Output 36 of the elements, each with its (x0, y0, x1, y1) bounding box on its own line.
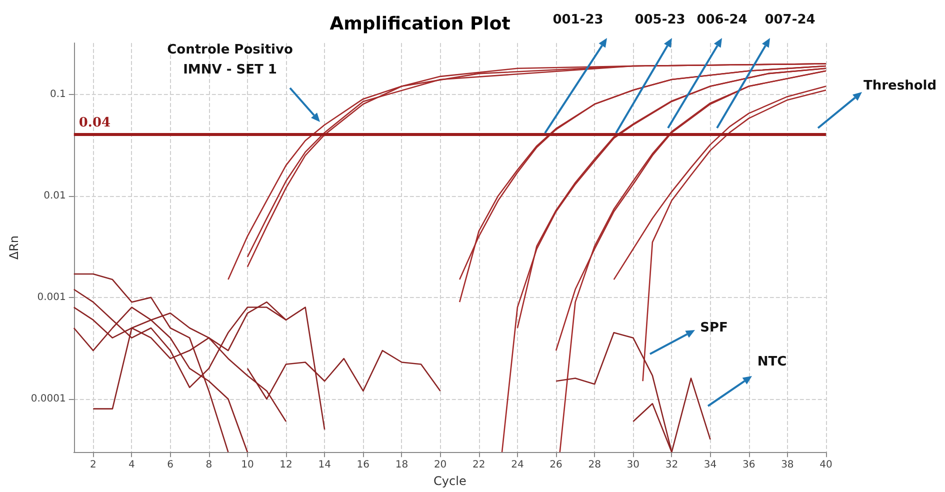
x-tick-label: 2 (90, 460, 96, 471)
x-tick-label: 4 (128, 460, 135, 471)
x-tick-label: 10 (241, 460, 254, 471)
text: 006-24 (696, 12, 748, 28)
x-tick-label: 24 (511, 460, 524, 471)
annotation: NTC (757, 354, 787, 370)
x-tick-label: 30 (626, 460, 640, 471)
x-tick-label: 6 (167, 460, 174, 471)
y-tick-label: 0.01 (44, 190, 66, 202)
y-tick-label: 0.001 (37, 292, 66, 303)
x-tick-label: 8 (206, 460, 212, 471)
x-tick-label: 28 (588, 460, 601, 471)
annotation: SPF (700, 320, 728, 336)
x-tick-label: 36 (742, 460, 756, 471)
x-axis-title: Cycle (434, 474, 466, 488)
x-tick-label: 18 (395, 460, 408, 471)
text: 001-23 (552, 12, 604, 28)
x-tick-label: 32 (665, 460, 678, 471)
x-tick-label: 14 (318, 460, 331, 471)
y-axis-title: ΔRn (7, 235, 21, 260)
text: 007-24 (764, 12, 816, 28)
x-tick-label: 38 (781, 460, 794, 471)
chart-title: Amplification Plot (330, 14, 511, 34)
text: Threshold (863, 78, 937, 94)
ref-line-label: 0.04 (78, 116, 111, 131)
x-tick-label: 34 (704, 460, 717, 471)
y-tick-label: 0.0001 (30, 393, 66, 404)
x-tick-label: 40 (820, 460, 832, 471)
x-tick-label: 20 (434, 460, 447, 471)
x-tick-label: 22 (472, 460, 486, 471)
annotation: Controle Positivo IMNV - SET 1 (167, 42, 293, 78)
y-tick-label: 0.1 (50, 88, 66, 100)
x-tick-label: 26 (550, 460, 562, 471)
x-tick-label: 12 (280, 460, 292, 471)
text: 005-23 (634, 12, 686, 28)
x-tick-label: 16 (356, 460, 370, 471)
